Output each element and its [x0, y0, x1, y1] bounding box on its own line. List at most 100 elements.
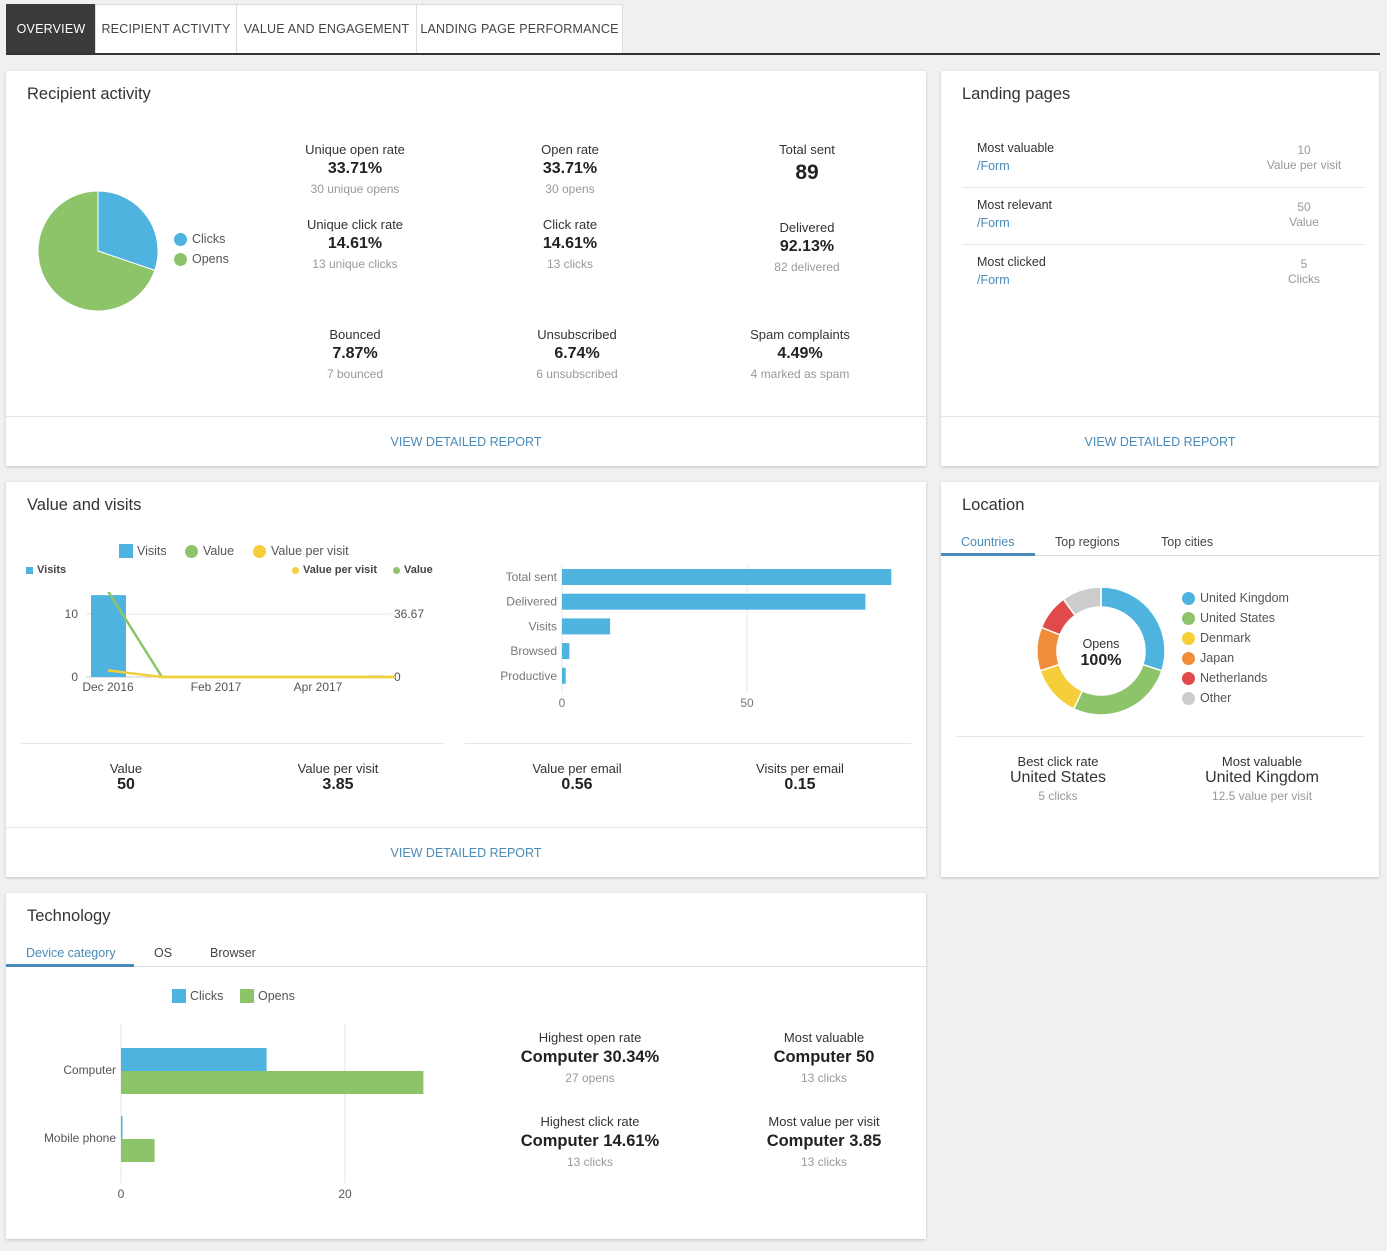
stat-label: Total sent — [779, 142, 835, 157]
kpi-value: Value 50 — [36, 761, 216, 794]
value-visits-combo-chart: 0 10 0 36.67 Dec 2016 Feb 2017 Apr 2017 — [65, 592, 424, 694]
legend-square-icon — [172, 989, 186, 1003]
legend-label: Value — [203, 544, 235, 558]
stat-label: Highest open rate — [538, 1030, 642, 1045]
stat-most-valuable: Most valuable Computer 50 13 clicks — [734, 1030, 914, 1085]
stat-label: Unsubscribed — [537, 327, 617, 342]
legend-opens: Opens — [240, 989, 295, 1003]
line-value — [107, 592, 395, 679]
y-left-tick-label: 0 — [71, 670, 78, 684]
bar-visits — [562, 618, 611, 635]
landing-pages-panel: Landing pages Most valuable /Form 10 Val… — [941, 71, 1379, 466]
stat-value: 0.15 — [784, 776, 816, 793]
stat-label: Most valuable — [783, 1030, 865, 1045]
category-label: Delivered — [506, 595, 557, 609]
legend-dot-icon — [174, 252, 187, 266]
legend-square-icon — [240, 989, 254, 1003]
stat-sub: 30 opens — [545, 182, 595, 196]
location-donut-chart — [1036, 586, 1166, 716]
stat-label: Best click rate — [1017, 754, 1099, 769]
axis-legend-value-per-visit: Value per visit — [292, 564, 377, 576]
stat-value: Computer 14.61% — [520, 1132, 660, 1150]
legend-dot-icon — [292, 566, 299, 574]
stat-label: Visits per email — [756, 761, 844, 776]
stat-unsubscribed: Unsubscribed 6.74% 6 unsubscribed — [487, 327, 667, 381]
subtab-countries[interactable]: Countries — [961, 535, 1015, 549]
landing-page-link[interactable]: /Form — [977, 159, 1010, 173]
legend-dot-icon — [1182, 631, 1195, 645]
x-tick-label: Feb 2017 — [191, 680, 242, 694]
value-visits-panel: Value and visits Visits Value Value per … — [6, 482, 926, 877]
category-label: Productive — [500, 669, 557, 683]
stat-label: Unique open rate — [305, 142, 405, 157]
location-panel: Location Countries Top regions Top citie… — [941, 482, 1379, 877]
row-unit: Clicks — [1288, 272, 1320, 286]
stat-spam-complaints: Spam complaints 4.49% 4 marked as spam — [710, 327, 890, 381]
legend-united-states: United States — [1182, 611, 1275, 625]
subtab-top-regions[interactable]: Top regions — [1055, 535, 1120, 549]
x-tick-label: Apr 2017 — [294, 680, 343, 694]
stat-sub: 7 bounced — [326, 367, 384, 381]
legend-clicks: Clicks — [172, 989, 223, 1003]
view-detailed-report-link[interactable]: VIEW DETAILED REPORT — [6, 827, 926, 877]
subtab-browser[interactable]: Browser — [210, 946, 256, 960]
divider — [21, 743, 444, 744]
recipient-activity-panel: Recipient activity Clicks Opens Unique o… — [6, 71, 926, 466]
y-right-tick-label: 36.67 — [394, 607, 424, 621]
stat-sub: 6 unsubscribed — [536, 367, 618, 381]
stat-value: 14.61% — [327, 235, 383, 252]
panel-title: Technology — [27, 907, 111, 925]
kpi-value-per-visit: Value per visit 3.85 — [248, 761, 428, 794]
active-subtab-indicator — [941, 553, 1035, 556]
stat-sub: 13 unique clicks — [312, 257, 398, 271]
stat-value: 3.85 — [322, 776, 354, 793]
stat-label: Open rate — [541, 142, 599, 157]
engagement-funnel-chart: Total sent Delivered Visits Browsed Producti… — [500, 566, 892, 710]
kpi-value-per-email: Value per email 0.56 — [487, 761, 667, 794]
stat-most-value-per-visit: Most value per visit Computer 3.85 13 cl… — [734, 1114, 914, 1169]
subtab-os[interactable]: OS — [154, 946, 173, 960]
panel-title: Location — [962, 496, 1025, 514]
stat-value: 50 — [117, 776, 135, 793]
landing-page-link[interactable]: /Form — [977, 216, 1010, 230]
donut-center-label: Opens — [1082, 637, 1120, 651]
stat-label: Spam complaints — [750, 327, 850, 342]
subtab-top-cities[interactable]: Top cities — [1161, 535, 1214, 549]
stat-sub: 13 clicks — [546, 257, 593, 271]
kpi-visits-per-email: Visits per email 0.15 — [710, 761, 890, 794]
subtab-bar — [941, 555, 1379, 556]
stat-value: 33.71% — [327, 160, 383, 177]
subtab-device-category[interactable]: Device category — [26, 946, 116, 960]
tab-landing-page-performance[interactable]: LANDING PAGE PERFORMANCE — [416, 4, 623, 53]
legend-label: Visits — [37, 564, 67, 576]
legend-dot-icon — [253, 544, 266, 558]
stat-value: 14.61% — [542, 235, 598, 252]
technology-panel: Technology Device category OS Browser Cl… — [6, 893, 926, 1239]
subtab-bar — [6, 966, 926, 967]
landing-page-link[interactable]: /Form — [977, 273, 1010, 287]
bar-browsed — [562, 643, 570, 660]
stat-value: 92.13% — [779, 238, 835, 255]
view-detailed-report-link[interactable]: VIEW DETAILED REPORT — [6, 416, 926, 466]
view-detailed-report-link[interactable]: VIEW DETAILED REPORT — [941, 416, 1379, 466]
stat-label: Click rate — [542, 217, 598, 232]
divider — [956, 736, 1364, 737]
x-tick-label: 0 — [559, 696, 566, 710]
donut-slice-united-states — [1072, 663, 1163, 716]
row-number: 10 — [1297, 143, 1311, 157]
legend-square-icon — [119, 544, 133, 558]
legend-label: Japan — [1200, 651, 1235, 665]
category-label: Browsed — [510, 644, 557, 658]
tab-overview[interactable]: OVERVIEW — [6, 4, 96, 53]
axis-legend-visits: Visits — [26, 564, 66, 576]
landing-page-row: Most clicked /Form 5 Clicks — [962, 245, 1364, 302]
legend-label: Opens — [258, 989, 295, 1003]
legend-dot-icon — [393, 566, 400, 574]
stat-sub: 82 delivered — [774, 260, 840, 274]
row-number: 50 — [1297, 200, 1311, 214]
tab-recipient-activity[interactable]: RECIPIENT ACTIVITY — [95, 4, 237, 53]
tab-value-engagement[interactable]: VALUE AND ENGAGEMENT — [236, 4, 417, 53]
x-tick-label: Dec 2016 — [82, 680, 134, 694]
legend-united-kingdom: United Kingdom — [1182, 591, 1289, 605]
stat-label: Bounced — [329, 327, 381, 342]
